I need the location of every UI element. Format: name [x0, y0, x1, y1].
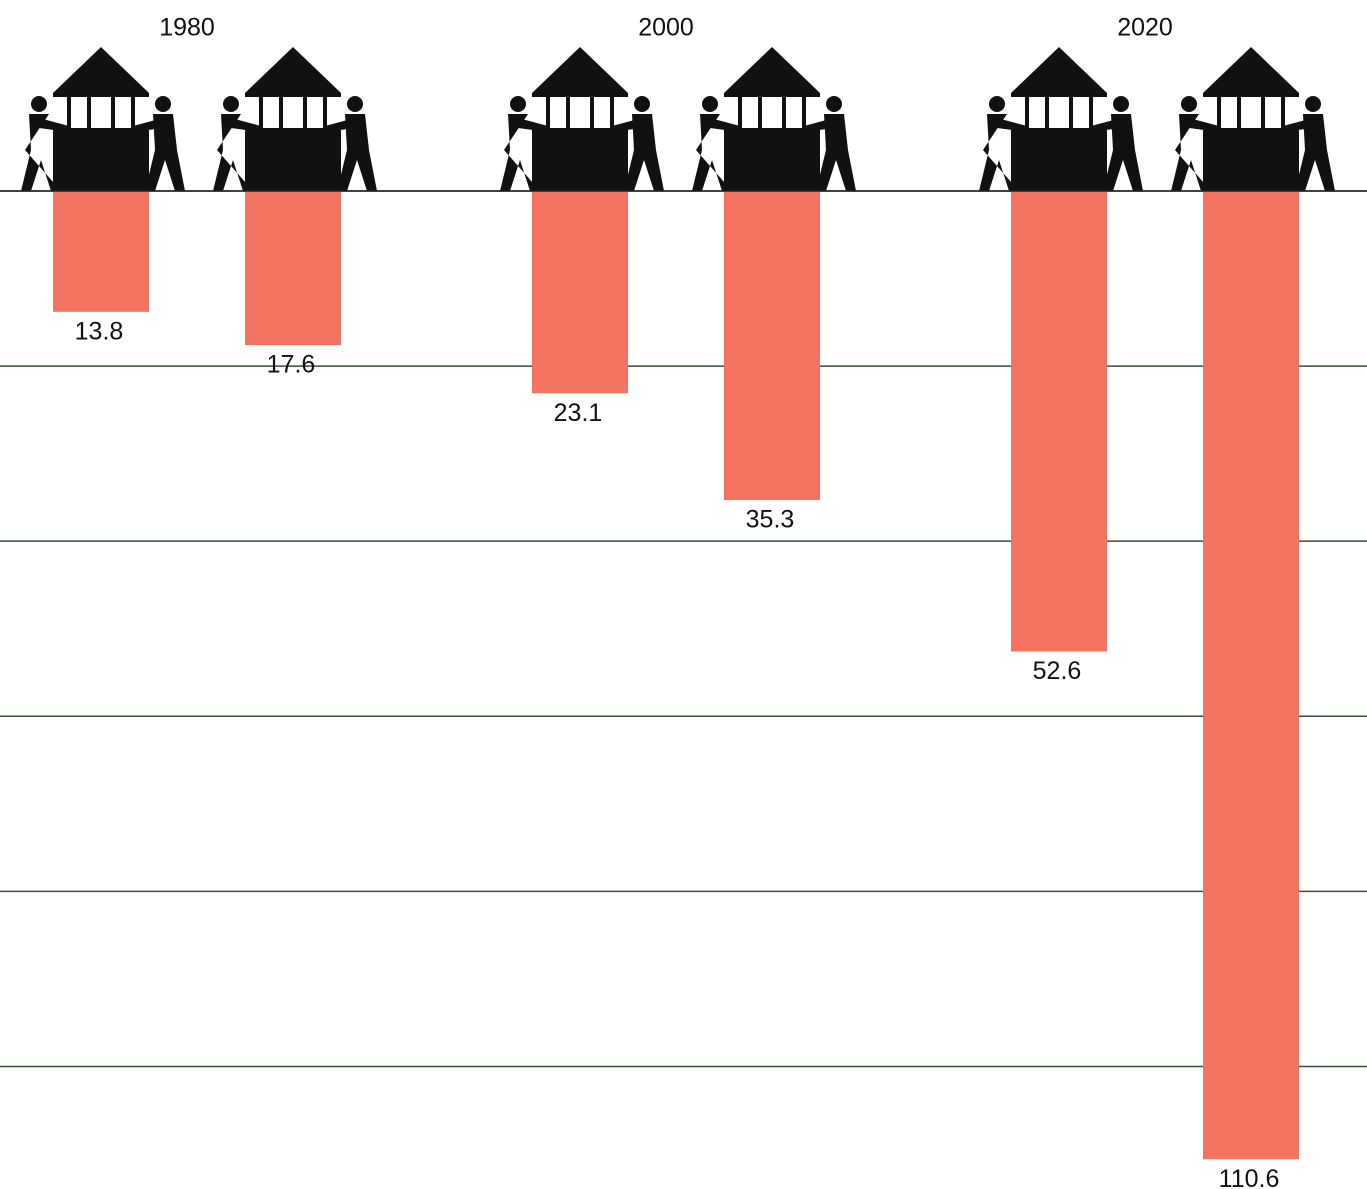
bar — [724, 191, 820, 501]
group-label: 2000 — [638, 14, 694, 42]
hut-post — [1025, 93, 1029, 129]
person-head — [1113, 96, 1129, 112]
hut-roof — [53, 47, 149, 93]
hut-post — [1281, 93, 1285, 129]
hut-post — [279, 93, 283, 129]
person-body — [21, 114, 61, 191]
hut-post — [590, 93, 594, 129]
hut-roof — [1011, 47, 1107, 93]
hut-post — [758, 93, 762, 129]
person-body — [979, 114, 1019, 191]
person-head — [510, 96, 526, 112]
person-head — [989, 96, 1005, 112]
person-body — [624, 114, 664, 191]
hut-wall — [1011, 128, 1107, 191]
person-body — [213, 114, 253, 191]
bar — [245, 191, 341, 346]
hut-post — [1237, 93, 1241, 129]
hut-post — [323, 93, 327, 129]
person-body — [816, 114, 856, 191]
hut-beam — [53, 93, 149, 97]
person-head — [31, 96, 47, 112]
hut-post — [111, 93, 115, 129]
bar — [532, 191, 628, 394]
hut-post — [1261, 93, 1265, 129]
person-head — [223, 96, 239, 112]
hut-beam — [1011, 93, 1107, 97]
hut-post — [738, 93, 742, 129]
hut-post — [87, 93, 91, 129]
person-head — [826, 96, 842, 112]
hut-wall — [532, 128, 628, 191]
person-body — [1103, 114, 1143, 191]
hut-post — [782, 93, 786, 129]
value-label: 23.1 — [554, 399, 603, 427]
hut-roof — [1203, 47, 1299, 93]
person-head — [155, 96, 171, 112]
person-body — [337, 114, 377, 191]
value-label: 52.6 — [1033, 657, 1082, 685]
hut-roof — [245, 47, 341, 93]
hut-roof — [532, 47, 628, 93]
person-head — [347, 96, 363, 112]
hut-beam — [245, 93, 341, 97]
bar — [53, 191, 149, 312]
hut-post — [303, 93, 307, 129]
person-head — [702, 96, 718, 112]
person-body — [1295, 114, 1335, 191]
hut-beam — [724, 93, 820, 97]
hut-wall — [724, 128, 820, 191]
person-head — [1181, 96, 1197, 112]
hut-roof — [724, 47, 820, 93]
person-head — [1305, 96, 1321, 112]
bar — [1203, 191, 1299, 1160]
hut-post — [802, 93, 806, 129]
person-body — [1171, 114, 1211, 191]
value-label: 35.3 — [746, 506, 795, 534]
hut-wall — [53, 128, 149, 191]
value-label: 17.6 — [267, 351, 316, 379]
group-label: 1980 — [159, 14, 215, 42]
group-label: 2020 — [1117, 14, 1173, 42]
person-body — [500, 114, 540, 191]
hut-beam — [532, 93, 628, 97]
hut-post — [259, 93, 263, 129]
value-label: 110.6 — [1219, 1165, 1280, 1189]
person-body — [145, 114, 185, 191]
hut-post — [610, 93, 614, 129]
hut-wall — [245, 128, 341, 191]
hut-post — [1069, 93, 1073, 129]
hut-post — [1089, 93, 1093, 129]
hut-beam — [1203, 93, 1299, 97]
person-head — [634, 96, 650, 112]
hut-post — [67, 93, 71, 129]
value-label: 13.8 — [75, 317, 124, 345]
hut-wall — [1203, 128, 1299, 191]
hut-post — [1045, 93, 1049, 129]
hut-post — [131, 93, 135, 129]
hut-post — [566, 93, 570, 129]
hut-post — [1217, 93, 1221, 129]
bar — [1011, 191, 1107, 652]
hut-post — [546, 93, 550, 129]
person-body — [692, 114, 732, 191]
